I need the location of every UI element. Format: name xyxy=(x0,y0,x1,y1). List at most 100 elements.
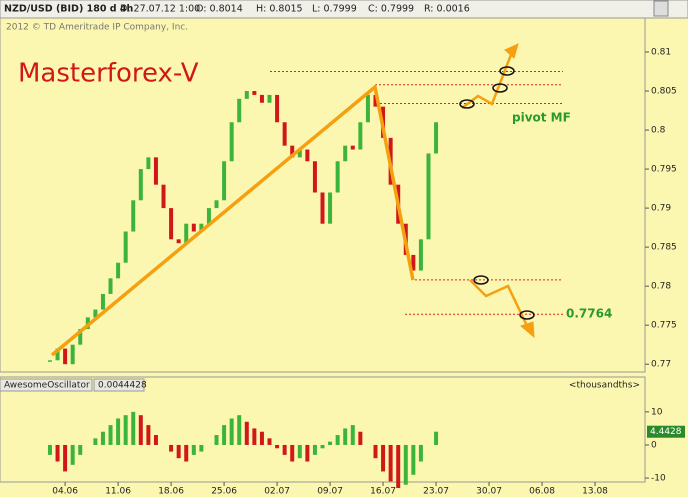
y-tick-label: 0.8 xyxy=(651,126,666,136)
pivot-circle xyxy=(492,83,508,93)
x-tick-label: 30.07 xyxy=(476,487,502,497)
osc-title-box xyxy=(0,378,93,392)
symbol: NZD/USD (BID) 180 d 4h xyxy=(4,4,133,15)
candle xyxy=(199,223,204,232)
candle xyxy=(350,145,355,150)
y-tick-label: 0.81 xyxy=(651,48,671,58)
pivot-circle xyxy=(459,99,475,109)
osc-unit: <thousandths> xyxy=(569,381,640,391)
copyright: 2012 © TD Ameritrade IP Company, Inc. xyxy=(6,23,188,33)
pivot-circle xyxy=(473,275,489,285)
pivot-circle xyxy=(499,66,515,76)
candle xyxy=(365,94,370,123)
chart-title: Masterforex-V xyxy=(18,59,199,89)
window-button[interactable] xyxy=(653,0,669,17)
x-tick-label: 06.08 xyxy=(529,487,555,497)
oscillator-marks: -10 0 10 4.4428 xyxy=(47,407,685,488)
candle xyxy=(100,293,105,310)
arrow-head xyxy=(519,321,535,339)
candle xyxy=(411,254,416,271)
forecast-down xyxy=(469,279,530,329)
price-panel xyxy=(0,17,646,373)
candle xyxy=(176,239,181,244)
candle xyxy=(434,122,439,154)
candle xyxy=(206,208,211,224)
high: H: 0.8015 xyxy=(256,4,303,15)
y-tick-label: 0.775 xyxy=(651,321,677,331)
y-tick-label: -10 xyxy=(651,474,666,484)
candle xyxy=(297,149,302,158)
close: C: 0.7999 xyxy=(368,4,414,15)
candle xyxy=(343,145,348,162)
candle xyxy=(138,169,143,201)
candle xyxy=(335,161,340,193)
x-tick-label: 04.06 xyxy=(52,487,78,497)
candle xyxy=(312,161,317,193)
candle xyxy=(161,184,166,209)
y-tick-label: 0.805 xyxy=(651,87,677,97)
candle xyxy=(358,122,363,150)
analysis-drawing xyxy=(50,43,535,357)
x-tick-label: 23.07 xyxy=(423,487,449,497)
last-value-box xyxy=(647,425,685,438)
x-tick-label: 09.07 xyxy=(317,487,343,497)
candle xyxy=(267,94,272,103)
low: L: 0.7999 xyxy=(312,4,357,15)
candle xyxy=(252,91,257,95)
candle xyxy=(320,192,325,224)
open: O: 0.8014 xyxy=(196,4,243,15)
x-tick-label: 02.07 xyxy=(264,487,290,497)
candle xyxy=(169,208,174,240)
arrow-head xyxy=(504,43,519,59)
candle xyxy=(123,231,128,263)
x-tick-label: 25.06 xyxy=(211,487,237,497)
candle xyxy=(116,262,121,279)
candle xyxy=(290,145,295,158)
candle xyxy=(244,91,249,99)
candle xyxy=(222,161,227,201)
candle xyxy=(214,200,219,209)
candle xyxy=(63,348,68,365)
candle xyxy=(328,192,333,224)
candle xyxy=(191,223,196,232)
candle xyxy=(108,278,113,294)
pivot-label: pivot MF xyxy=(512,111,571,125)
candle xyxy=(93,309,98,318)
y-tick-label: 0.79 xyxy=(651,204,671,214)
y-tick-label: 0.78 xyxy=(651,282,671,292)
x-tick-label: 11.06 xyxy=(105,487,131,497)
candle xyxy=(282,122,287,146)
candle xyxy=(229,122,234,162)
candle xyxy=(305,149,310,162)
candle xyxy=(426,153,431,240)
candle xyxy=(237,98,242,123)
candle xyxy=(259,94,264,103)
osc-title: AwesomeOscillator xyxy=(4,381,90,391)
x-tick-label: 16.07 xyxy=(370,487,396,497)
level-label: 0.7764 xyxy=(566,307,612,321)
x-tick-label: 13.08 xyxy=(582,487,608,497)
y-tick-label: 0.77 xyxy=(651,360,671,370)
osc-readout: 0.0044428 xyxy=(98,381,147,391)
oscillator-panel xyxy=(0,376,646,483)
candle xyxy=(184,223,189,244)
trend-line xyxy=(50,83,415,357)
range: R: 0.0016 xyxy=(424,4,470,15)
x-tick-label: 18.06 xyxy=(158,487,184,497)
osc-readout-box xyxy=(93,378,145,392)
candle xyxy=(275,94,280,123)
pivot-circles xyxy=(459,66,535,320)
y-tick-label: 10 xyxy=(651,407,663,417)
candle xyxy=(153,157,158,185)
candle xyxy=(70,344,75,365)
candle xyxy=(146,157,151,170)
y-tick-label: 0.785 xyxy=(651,243,677,253)
candle xyxy=(131,200,136,232)
pivot-circle xyxy=(519,310,535,320)
candle xyxy=(373,94,378,107)
candle xyxy=(418,239,423,271)
candle xyxy=(47,360,52,362)
forecast-up xyxy=(461,51,514,109)
candle xyxy=(78,329,83,345)
